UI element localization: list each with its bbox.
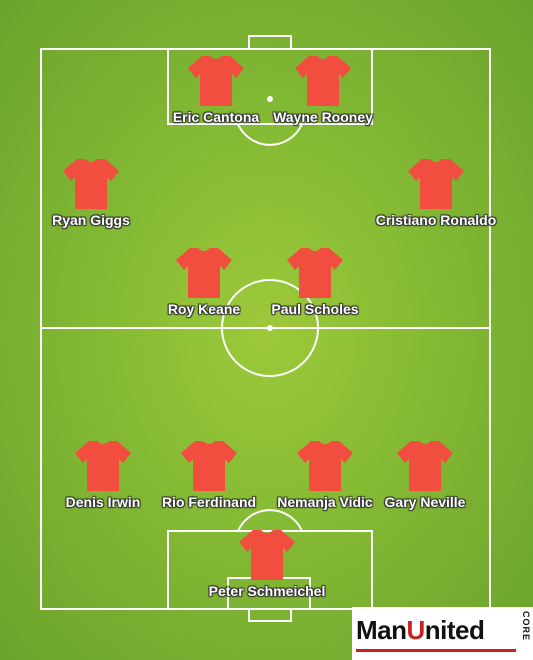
player-wayne-rooney: Wayne Rooney: [238, 54, 408, 125]
jersey-icon: [287, 248, 343, 298]
logo-text-left: Man: [356, 615, 407, 645]
player-eric-cantona: Eric Cantona: [131, 54, 301, 125]
logo-text-right: nited: [424, 615, 485, 645]
player-name: Wayne Rooney: [273, 109, 373, 125]
jersey-icon: [239, 530, 295, 580]
centre-spot: [267, 325, 273, 331]
jersey-icon: [297, 441, 353, 491]
bottom-penalty-arc: [237, 509, 303, 532]
player-name: Nemanja Vidic: [277, 494, 373, 510]
player-gary-neville: Gary Neville: [340, 439, 510, 510]
jersey-icon: [181, 441, 237, 491]
player-rio-ferdinand: Rio Ferdinand: [124, 439, 294, 510]
jersey-icon: [188, 56, 244, 106]
jersey-icon: [408, 159, 464, 209]
logo-text-red: U: [406, 615, 426, 645]
top-goal: [248, 35, 292, 50]
player-ryan-giggs: Ryan Giggs: [6, 157, 176, 228]
site-logo: ManUnited CORE: [352, 607, 533, 660]
top-penalty-arc: [237, 123, 303, 146]
player-name: Paul Scholes: [271, 301, 359, 317]
player-name: Eric Cantona: [172, 109, 260, 125]
player-name: Cristiano Ronaldo: [375, 212, 497, 228]
logo-underline: [356, 649, 516, 652]
player-name: Peter Schmeichel: [208, 583, 326, 599]
jersey-icon: [295, 56, 351, 106]
player-name: Rio Ferdinand: [161, 494, 257, 510]
jersey-icon: [397, 441, 453, 491]
bottom-goal: [248, 608, 292, 622]
logo-tag: CORE: [521, 611, 531, 642]
player-roy-keane: Roy Keane: [119, 246, 289, 317]
player-name: Ryan Giggs: [52, 212, 130, 228]
logo-wordmark: ManUnited: [356, 615, 485, 646]
jersey-icon: [63, 159, 119, 209]
player-name: Roy Keane: [167, 301, 241, 317]
top-penalty-spot: [267, 96, 273, 102]
player-name: Gary Neville: [384, 494, 466, 510]
jersey-icon: [176, 248, 232, 298]
player-denis-irwin: Denis Irwin: [18, 439, 188, 510]
player-paul-scholes: Paul Scholes: [230, 246, 400, 317]
player-name: Denis Irwin: [65, 494, 141, 510]
jersey-icon: [75, 441, 131, 491]
centre-circle: [221, 279, 319, 377]
player-nemanja-vidic: Nemanja Vidic: [240, 439, 410, 510]
player-peter-schmeichel: Peter Schmeichel: [182, 528, 352, 599]
player-cristiano-ronaldo: Cristiano Ronaldo: [351, 157, 521, 228]
